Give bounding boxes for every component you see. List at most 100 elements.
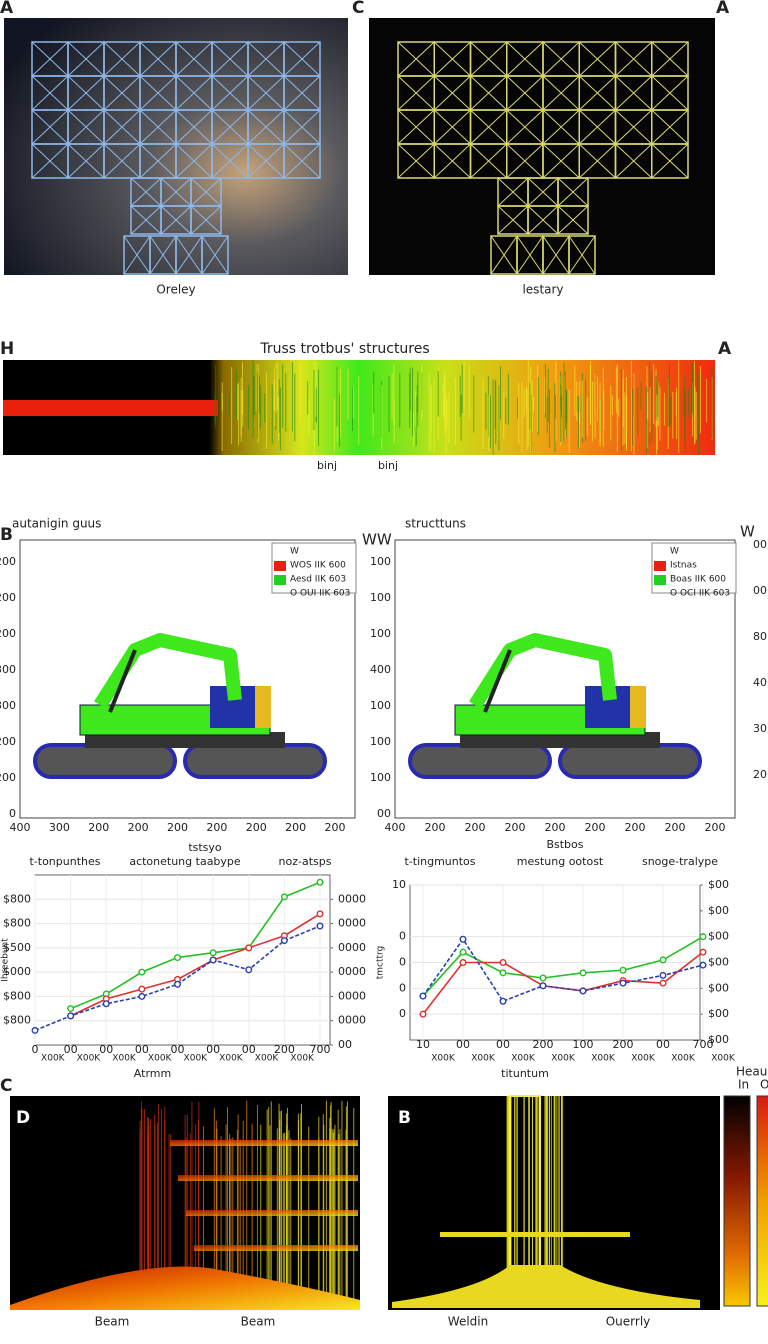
truss-brace	[490, 235, 518, 275]
truss-brace	[211, 109, 249, 145]
y-tick-label: $800	[3, 1014, 31, 1027]
truss-brace	[160, 205, 192, 235]
data-point	[245, 966, 253, 974]
track	[183, 743, 327, 779]
legend-entry: O OUI IIK 603	[290, 589, 350, 599]
caption: Ouerrly	[606, 1315, 651, 1329]
subtitle: actonetung taabype	[129, 855, 241, 868]
truss-brace	[190, 205, 222, 235]
y-tick-label: 100	[370, 627, 391, 640]
chart-title: Bstbos	[546, 838, 583, 851]
panel-label: A	[716, 0, 730, 18]
x-sublabel: X00K	[671, 1054, 696, 1064]
truss-brace	[433, 41, 471, 77]
y-tick-label: 40	[753, 676, 767, 689]
data-point	[173, 980, 181, 988]
corner-text: WW	[362, 531, 392, 549]
truss-brace	[578, 75, 616, 111]
data-point	[659, 971, 667, 979]
data-point	[138, 985, 146, 993]
arm	[108, 649, 137, 713]
boom	[469, 633, 617, 709]
y-tick-label: $800	[3, 989, 31, 1002]
x-tick-label: 200	[705, 821, 726, 834]
x-tick-label: 400	[385, 821, 406, 834]
data-point	[499, 997, 507, 1005]
arm	[483, 649, 512, 713]
data-point	[659, 979, 667, 987]
data-point	[209, 949, 217, 957]
truss-box	[651, 143, 689, 179]
series-line	[422, 935, 704, 997]
caption: lestary	[522, 283, 563, 297]
y-tick-label: 00	[753, 538, 767, 551]
x-tick-label: tstsyo	[188, 841, 222, 854]
data-point	[316, 922, 324, 930]
truss-brace	[139, 109, 177, 145]
engine	[630, 686, 646, 728]
y-tick-label: 100	[370, 735, 391, 748]
x-tick-label: 400	[10, 821, 31, 834]
data-point	[67, 1005, 75, 1013]
truss-brace	[247, 109, 285, 145]
plot-frame	[34, 874, 331, 1046]
truss-brace	[247, 41, 285, 77]
y-tick-label: 400	[370, 663, 391, 676]
truss-brace	[67, 41, 105, 77]
track	[558, 743, 702, 779]
truss-brace	[130, 205, 162, 235]
panel-label: A	[718, 339, 732, 359]
y-tick-label: 200	[0, 627, 16, 640]
excavator	[33, 633, 327, 779]
legend-swatch	[274, 575, 286, 585]
x-axis-label: Atrmm	[134, 1067, 171, 1080]
panel-label: B	[398, 1108, 411, 1128]
truss-brace	[578, 109, 616, 145]
truss-brace	[175, 109, 213, 145]
y-tick-label: 10	[392, 878, 406, 891]
data-point	[699, 961, 707, 969]
x-tick-label: 00	[656, 1038, 670, 1051]
photo-background	[369, 18, 715, 275]
truss-brace	[130, 177, 162, 207]
truss-brace	[651, 143, 689, 179]
data-point	[280, 893, 288, 901]
x-tick-label: 200	[167, 821, 188, 834]
x-tick-label: 200	[665, 821, 686, 834]
truss-brace	[103, 109, 141, 145]
truss-brace	[103, 143, 141, 179]
y-tick-label: 20	[753, 768, 767, 781]
data-point	[173, 954, 181, 962]
truss-brace	[31, 41, 69, 77]
truss-brace	[615, 109, 653, 145]
x-tick-label: 700	[310, 1043, 331, 1056]
truss-brace	[175, 41, 213, 77]
data-point	[499, 959, 507, 967]
truss-brace	[542, 41, 580, 77]
panel-label: D	[16, 1108, 30, 1128]
x-tick-label: 200	[206, 821, 227, 834]
data-point	[699, 948, 707, 956]
truss-brace	[506, 75, 544, 111]
legend-entry: Istnas	[670, 561, 697, 571]
truss-brace	[175, 143, 213, 179]
truss-brace	[283, 41, 321, 77]
truss-brace	[283, 75, 321, 111]
truss-brace	[31, 75, 69, 111]
y-tick-label: 200	[0, 591, 16, 604]
x-sublabel: X00K	[112, 1054, 137, 1064]
truss-brace	[497, 205, 529, 235]
data-point	[67, 1012, 75, 1020]
legend-entry: Aesd IIK 603	[290, 575, 346, 585]
legend-entry: Boas IIK 600	[670, 575, 726, 585]
truss-brace	[31, 109, 69, 145]
x-tick-label: 300	[49, 821, 70, 834]
caption: Weldin	[448, 1315, 488, 1329]
y-tick-label: 200	[0, 771, 16, 784]
x-tick-label: 200	[505, 821, 526, 834]
x-tick-label: 200	[625, 821, 646, 834]
boom	[94, 633, 242, 709]
x-sublabel: X00K	[431, 1054, 456, 1064]
data-point	[579, 987, 587, 995]
